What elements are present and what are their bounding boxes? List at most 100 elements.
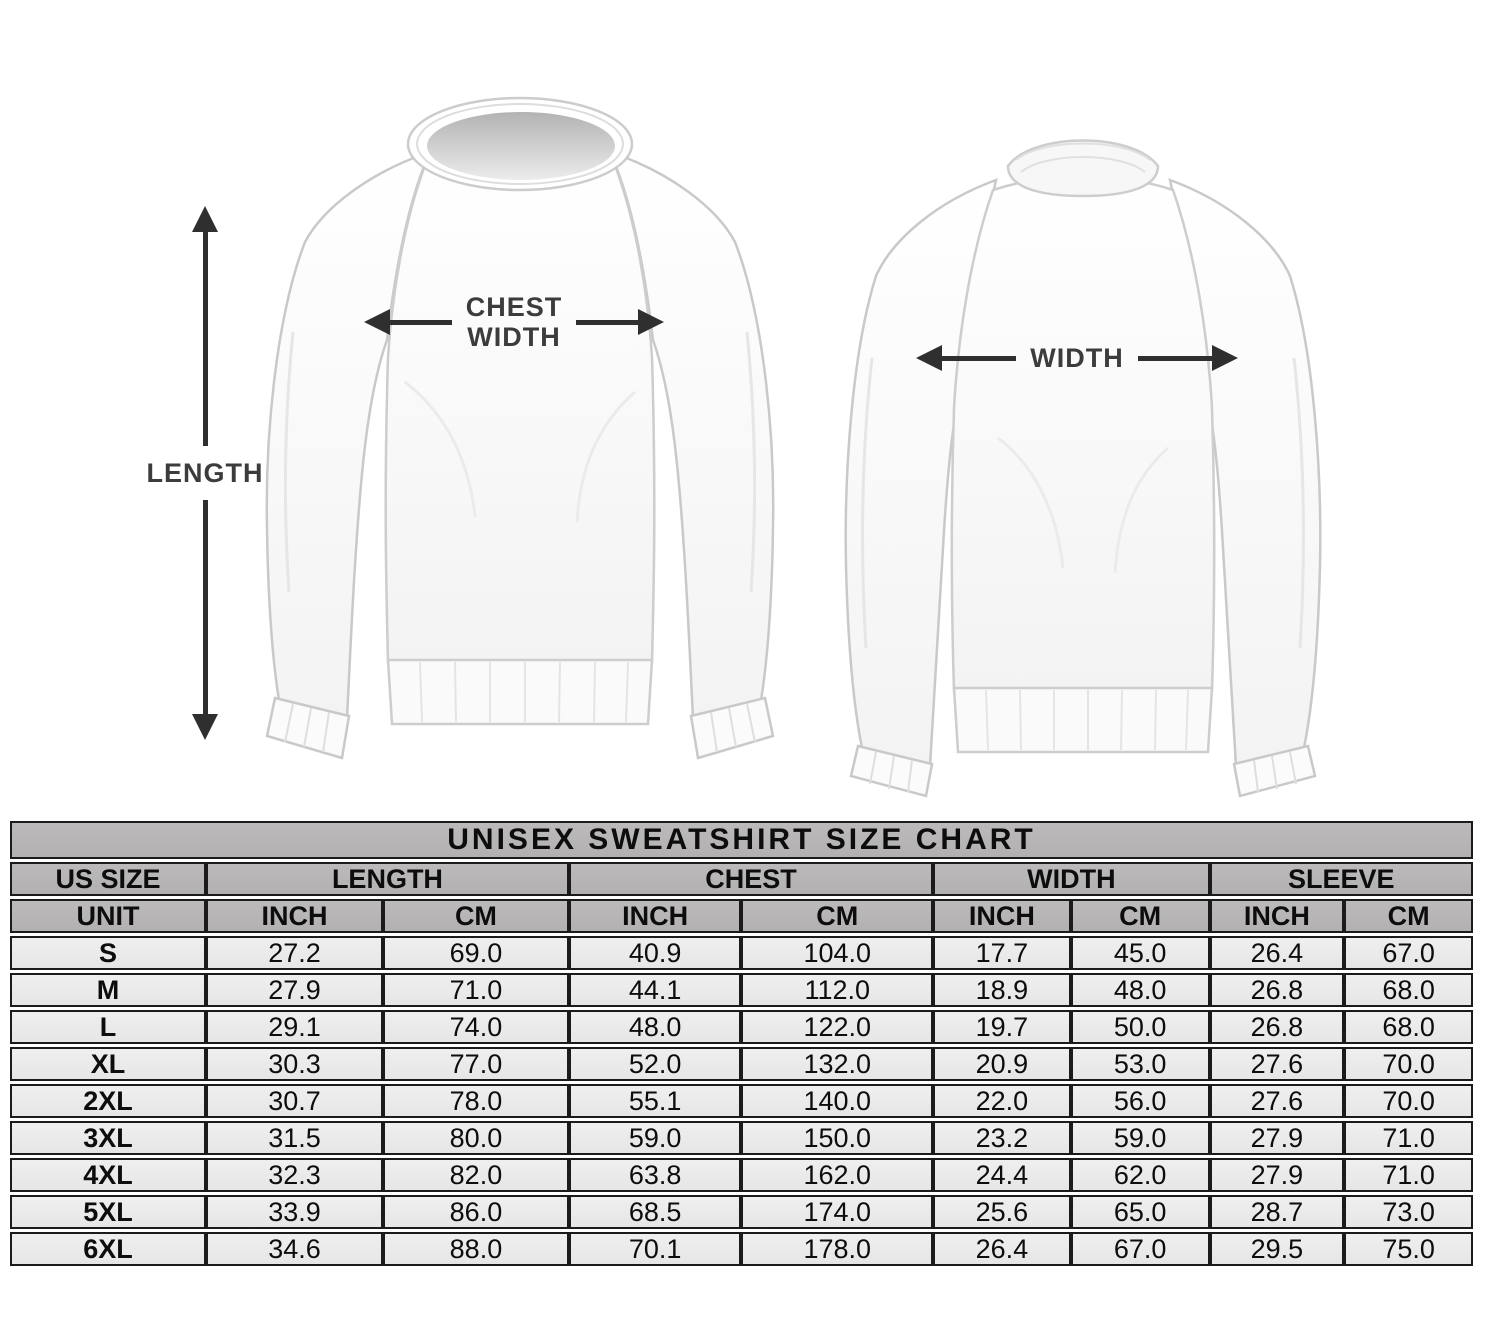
value-cell: 162.0 (741, 1158, 934, 1192)
arrow-line (576, 319, 639, 325)
value-cell: 20.9 (933, 1047, 1071, 1081)
header-length: LENGTH (206, 862, 569, 896)
unit-inch: INCH (206, 899, 384, 933)
value-cell: 26.8 (1209, 1010, 1345, 1044)
table-unit-row: UNIT INCH CM INCH CM INCH CM INCH CM (10, 899, 1473, 933)
table-row: 3XL 31.5 80.0 59.0 150.0 23.2 59.0 27.9 71.0 (10, 1121, 1473, 1155)
value-cell: 30.3 (206, 1047, 384, 1081)
value-cell: 86.0 (383, 1195, 569, 1229)
header-chest: CHEST (568, 862, 934, 896)
table-row: 5XL 33.9 86.0 68.5 174.0 25.6 65.0 28.7 73.0 (10, 1195, 1473, 1229)
value-cell: 75.0 (1344, 1232, 1473, 1266)
value-cell: 40.9 (568, 936, 742, 970)
unit-inch: INCH (1209, 899, 1345, 933)
value-cell: 71.0 (1344, 1121, 1473, 1155)
size-cell: S (10, 936, 207, 970)
sweatshirt-front-image (265, 96, 775, 760)
value-cell: 104.0 (741, 936, 934, 970)
header-width: WIDTH (933, 862, 1210, 896)
value-cell: 27.9 (206, 973, 384, 1007)
chest-width-label-line1: CHEST (465, 291, 563, 322)
unit-label: UNIT (10, 899, 207, 933)
value-cell: 71.0 (1344, 1158, 1473, 1192)
value-cell: 34.6 (206, 1232, 384, 1266)
value-cell: 174.0 (741, 1195, 934, 1229)
table-row: M 27.9 71.0 44.1 112.0 18.9 48.0 26.8 68.0 (10, 973, 1473, 1007)
table-row: L 29.1 74.0 48.0 122.0 19.7 50.0 26.8 68.0 (10, 1010, 1473, 1044)
unit-cm: CM (383, 899, 569, 933)
value-cell: 28.7 (1209, 1195, 1345, 1229)
chest-width-arrow: CHEST WIDTH (364, 290, 665, 354)
value-cell: 67.0 (1070, 1232, 1210, 1266)
value-cell: 63.8 (568, 1158, 742, 1192)
arrow-right-icon (1212, 345, 1239, 371)
table-header-row: US SIZE LENGTH CHEST WIDTH SLEEVE (10, 862, 1473, 896)
value-cell: 29.5 (1209, 1232, 1345, 1266)
value-cell: 26.8 (1209, 973, 1345, 1007)
table-row: XL 30.3 77.0 52.0 132.0 20.9 53.0 27.6 70.0 (10, 1047, 1473, 1081)
value-cell: 50.0 (1070, 1010, 1210, 1044)
value-cell: 26.4 (1209, 936, 1345, 970)
value-cell: 56.0 (1070, 1084, 1210, 1118)
header-sleeve: SLEEVE (1209, 862, 1473, 896)
value-cell: 77.0 (383, 1047, 569, 1081)
unit-cm: CM (1070, 899, 1210, 933)
value-cell: 22.0 (933, 1084, 1071, 1118)
value-cell: 27.9 (1209, 1121, 1345, 1155)
arrow-left-icon (916, 345, 942, 371)
sweatshirt-back-image (844, 139, 1322, 798)
arrow-left-icon (364, 309, 390, 335)
value-cell: 27.9 (1209, 1158, 1345, 1192)
length-arrow: LENGTH (145, 206, 265, 741)
value-cell: 132.0 (741, 1047, 934, 1081)
value-cell: 74.0 (383, 1010, 569, 1044)
value-cell: 71.0 (383, 973, 569, 1007)
size-cell: 4XL (10, 1158, 207, 1192)
value-cell: 52.0 (568, 1047, 742, 1081)
value-cell: 82.0 (383, 1158, 569, 1192)
unit-cm: CM (741, 899, 934, 933)
value-cell: 73.0 (1344, 1195, 1473, 1229)
value-cell: 80.0 (383, 1121, 569, 1155)
value-cell: 19.7 (933, 1010, 1071, 1044)
size-cell: 2XL (10, 1084, 207, 1118)
value-cell: 33.9 (206, 1195, 384, 1229)
table-row: 6XL 34.6 88.0 70.1 178.0 26.4 67.0 29.5 75.0 (10, 1232, 1473, 1266)
arrow-line (202, 232, 208, 446)
table-title: UNISEX SWEATSHIRT SIZE CHART (10, 821, 1473, 859)
value-cell: 48.0 (568, 1010, 742, 1044)
value-cell: 78.0 (383, 1084, 569, 1118)
value-cell: 24.4 (933, 1158, 1071, 1192)
size-table: UNISEX SWEATSHIRT SIZE CHART US SIZE LEN… (10, 818, 1473, 1269)
value-cell: 45.0 (1070, 936, 1210, 970)
value-cell: 59.0 (1070, 1121, 1210, 1155)
value-cell: 53.0 (1070, 1047, 1210, 1081)
header-us-size: US SIZE (10, 862, 207, 896)
arrow-up-icon (192, 206, 218, 232)
size-cell: L (10, 1010, 207, 1044)
value-cell: 27.6 (1209, 1047, 1345, 1081)
value-cell: 112.0 (741, 973, 934, 1007)
value-cell: 68.0 (1344, 1010, 1473, 1044)
value-cell: 55.1 (568, 1084, 742, 1118)
arrow-down-icon (192, 714, 218, 741)
chest-width-label: CHEST WIDTH (452, 292, 577, 352)
value-cell: 68.5 (568, 1195, 742, 1229)
value-cell: 70.0 (1344, 1047, 1473, 1081)
value-cell: 27.6 (1209, 1084, 1345, 1118)
value-cell: 26.4 (933, 1232, 1071, 1266)
size-chart-table: UNISEX SWEATSHIRT SIZE CHART US SIZE LEN… (10, 818, 1473, 1269)
back-width-label: WIDTH (1030, 342, 1124, 373)
table-row: S 27.2 69.0 40.9 104.0 17.7 45.0 26.4 67.0 (10, 936, 1473, 970)
value-cell: 32.3 (206, 1158, 384, 1192)
size-cell: 6XL (10, 1232, 207, 1266)
value-cell: 65.0 (1070, 1195, 1210, 1229)
value-cell: 67.0 (1344, 936, 1473, 970)
value-cell: 150.0 (741, 1121, 934, 1155)
value-cell: 62.0 (1070, 1158, 1210, 1192)
value-cell: 18.9 (933, 973, 1071, 1007)
value-cell: 31.5 (206, 1121, 384, 1155)
table-row: 4XL 32.3 82.0 63.8 162.0 24.4 62.0 27.9 71.0 (10, 1158, 1473, 1192)
arrow-line (390, 319, 452, 325)
